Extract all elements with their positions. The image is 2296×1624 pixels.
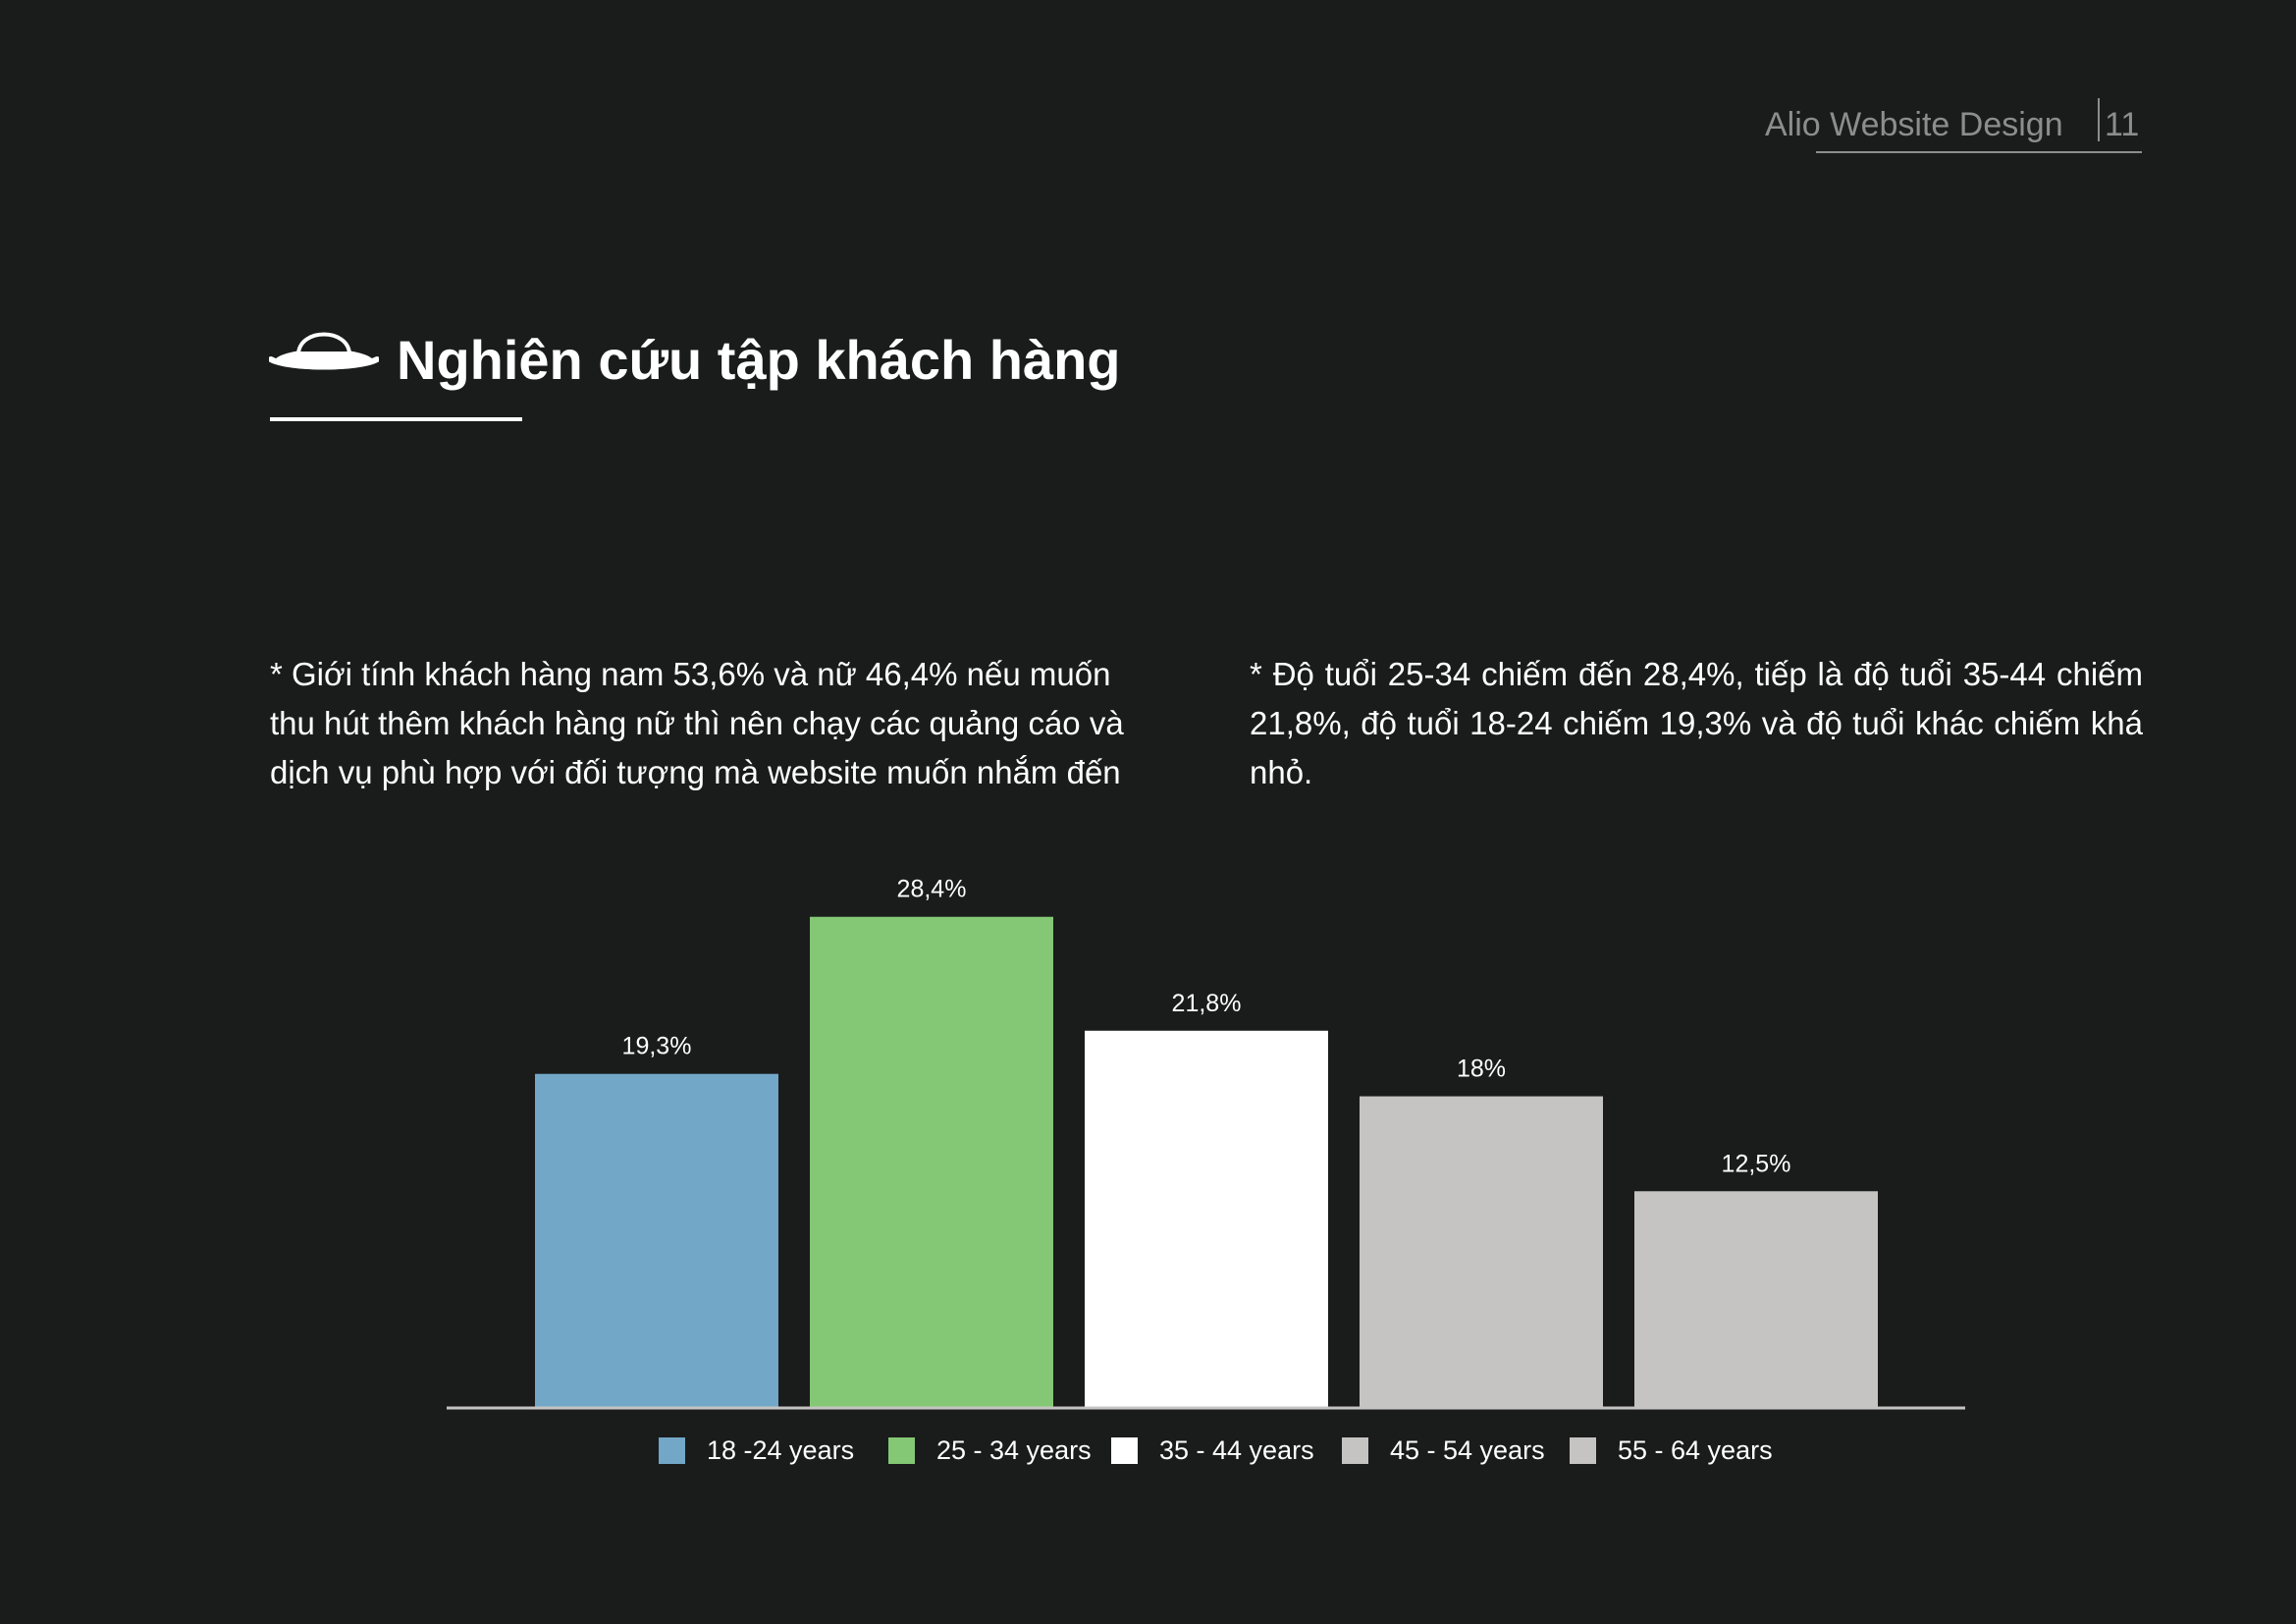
bar-1 — [535, 1073, 778, 1407]
chart-legend: 18 -24 years 25 - 34 years 35 - 44 years 45… — [0, 1435, 2296, 1475]
legend-label: 35 - 44 years — [1159, 1435, 1314, 1465]
legend-swatch — [659, 1437, 685, 1464]
header-separator — [2098, 98, 2100, 141]
title-underline — [270, 417, 522, 421]
legend-label: 55 - 64 years — [1618, 1435, 1773, 1465]
legend-label: 45 - 54 years — [1390, 1435, 1545, 1465]
legend-item-4: 45 - 54 years — [1342, 1435, 1545, 1466]
header-brand: Alio Website Design — [1765, 106, 2063, 143]
legend-item-2: 25 - 34 years — [888, 1435, 1092, 1466]
page-number: 11 — [2105, 106, 2140, 143]
age-note: * Độ tuổi 25-34 chiếm đến 28,4%, tiếp là… — [1250, 656, 2143, 790]
legend-label: 25 - 34 years — [936, 1435, 1092, 1465]
legend-item-3: 35 - 44 years — [1111, 1435, 1314, 1466]
data-label-3: 21,8% — [1172, 990, 1242, 1017]
hat-icon — [269, 332, 379, 370]
data-labels: 19,3% 28,4% 21,8% 18% 12,5% — [622, 876, 1791, 1178]
data-label-1: 19,3% — [622, 1033, 692, 1060]
data-label-2: 28,4% — [897, 876, 967, 903]
legend-label: 18 -24 years — [707, 1435, 855, 1465]
data-label-5: 12,5% — [1722, 1150, 1791, 1177]
legend-swatch — [1111, 1437, 1138, 1464]
bar-3 — [1085, 1030, 1328, 1407]
gender-note: * Giới tính khách hàng nam 53,6% và nữ 4… — [270, 656, 1124, 790]
legend-swatch — [888, 1437, 915, 1464]
bar-2 — [810, 916, 1053, 1407]
page-title: Nghiên cứu tập khách hàng — [397, 329, 1121, 391]
bar-4 — [1360, 1096, 1603, 1407]
legend-item-5: 55 - 64 years — [1570, 1435, 1773, 1466]
legend-item-1: 18 -24 years — [659, 1435, 854, 1466]
header-underline — [1816, 151, 2142, 153]
legend-swatch — [1570, 1437, 1596, 1464]
bar-5 — [1634, 1191, 1878, 1407]
legend-swatch — [1342, 1437, 1368, 1464]
bars — [535, 916, 1878, 1407]
data-label-4: 18% — [1457, 1056, 1506, 1083]
